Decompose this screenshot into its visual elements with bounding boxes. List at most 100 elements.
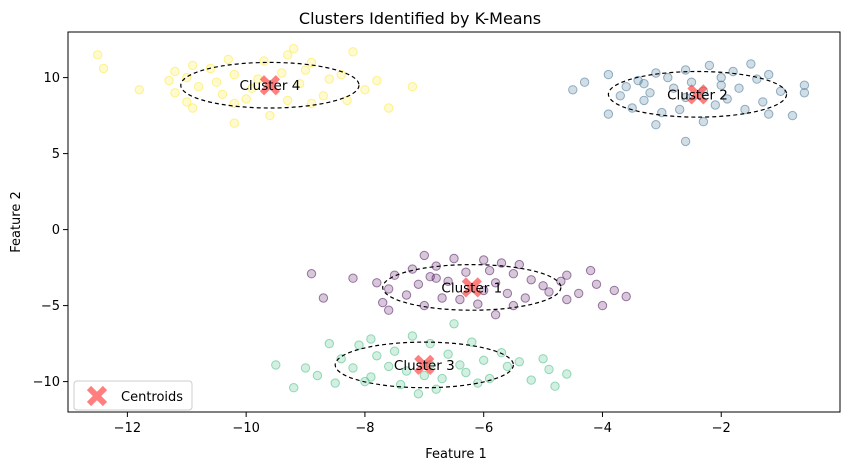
data-point	[651, 68, 661, 78]
data-point	[419, 300, 429, 311]
cluster-label: Cluster 2	[667, 87, 728, 103]
cluster-4-ellipse	[180, 61, 360, 109]
data-point	[502, 288, 513, 299]
data-point	[437, 373, 447, 384]
data-point	[615, 91, 625, 101]
data-point	[627, 103, 637, 113]
data-point	[384, 305, 394, 315]
y-axis: −10 −5 0 5 10	[33, 71, 68, 390]
x-axis: −12 −10 −8 −6 −4 −2	[114, 412, 731, 436]
data-point	[134, 85, 145, 95]
data-point	[764, 69, 774, 80]
centroid-marker	[259, 75, 281, 96]
legend-centroid-marker	[86, 385, 108, 407]
x-tick-label: −12	[114, 421, 141, 436]
data-point	[496, 258, 507, 268]
legend-label: Centroids	[121, 390, 183, 405]
data-point	[716, 80, 726, 90]
data-point	[579, 77, 590, 87]
data-point	[170, 88, 180, 98]
data-point	[562, 270, 572, 280]
data-point	[300, 65, 311, 75]
data-point	[366, 334, 376, 344]
data-point	[734, 83, 744, 93]
data-point	[514, 357, 524, 367]
data-point	[247, 83, 257, 93]
data-point	[289, 383, 299, 393]
data-point	[443, 349, 453, 359]
centroid-marker	[414, 354, 435, 376]
data-point	[728, 66, 738, 77]
data-point	[669, 83, 679, 93]
data-point	[384, 103, 394, 113]
data-point	[372, 351, 382, 361]
x-tick-label: −8	[355, 421, 374, 436]
cluster-label: Cluster 1	[441, 280, 502, 296]
y-tick-label: −10	[33, 375, 60, 390]
data-point	[455, 294, 465, 305]
data-point	[787, 110, 798, 121]
data-point	[443, 276, 453, 286]
data-point	[188, 103, 198, 113]
data-point	[680, 136, 691, 147]
data-point	[378, 297, 388, 308]
data-point	[419, 370, 429, 381]
data-point	[479, 285, 489, 296]
x-tick-label: −10	[232, 421, 259, 436]
data-point	[211, 77, 222, 87]
data-point	[98, 63, 109, 74]
data-point	[93, 50, 103, 60]
data-point	[603, 109, 614, 119]
data-point	[680, 92, 691, 103]
data-point	[526, 375, 536, 385]
data-point	[490, 310, 501, 320]
data-point	[645, 88, 655, 98]
data-point	[574, 288, 584, 299]
data-point	[306, 57, 317, 68]
data-point	[342, 95, 352, 106]
data-point	[502, 361, 513, 372]
data-point	[407, 264, 418, 274]
data-point	[324, 338, 334, 349]
data-point	[384, 284, 394, 294]
data-point	[413, 389, 424, 399]
data-point	[722, 94, 732, 104]
cluster-label: Cluster 4	[240, 78, 301, 94]
data-point	[568, 85, 578, 95]
data-point	[348, 363, 358, 373]
data-point	[413, 279, 424, 289]
data-point	[401, 366, 412, 376]
data-point	[336, 354, 346, 364]
data-point	[621, 82, 631, 92]
cluster-label: Cluster 3	[394, 358, 455, 374]
y-tick-label: 5	[52, 147, 60, 162]
data-point	[461, 267, 471, 277]
cluster-3-ellipse	[334, 341, 514, 389]
data-point	[461, 367, 471, 378]
data-point	[449, 319, 459, 329]
plot-frame	[67, 31, 841, 413]
data-point	[431, 273, 441, 283]
data-point	[544, 364, 554, 375]
data-point	[698, 117, 709, 127]
data-point	[229, 118, 240, 128]
data-point	[484, 373, 495, 384]
y-tick-label: 0	[52, 223, 60, 238]
data-point	[330, 378, 340, 388]
y-tick-label: 10	[43, 71, 60, 86]
data-point	[318, 91, 329, 101]
data-point	[746, 59, 756, 69]
data-point	[312, 370, 323, 381]
data-point	[585, 265, 596, 276]
data-point	[193, 82, 204, 92]
plot-area: Cluster 1 Cluster 2 Cluster 3 Cluster 4	[93, 44, 810, 399]
data-point	[271, 360, 281, 370]
data-point	[758, 97, 768, 107]
data-point	[680, 65, 691, 75]
data-point	[425, 338, 435, 349]
data-point	[182, 97, 192, 107]
cluster-2-ellipse	[607, 70, 788, 118]
data-point	[431, 384, 441, 394]
data-point	[372, 278, 382, 288]
data-point	[384, 361, 394, 372]
